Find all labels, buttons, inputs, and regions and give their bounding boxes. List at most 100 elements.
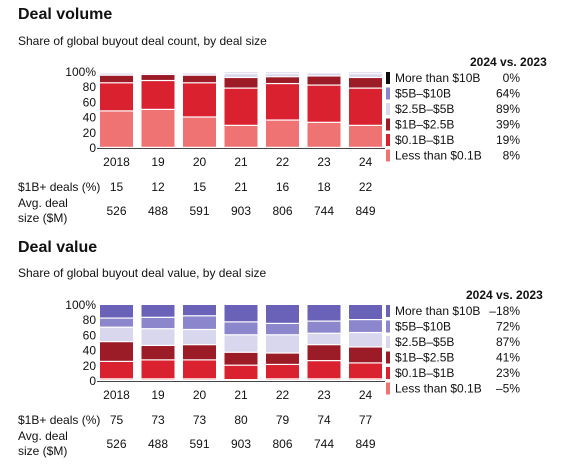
row-value-1b-plus: 15 bbox=[193, 180, 207, 194]
row-value-avg-deal-size: 591 bbox=[189, 437, 209, 451]
x-tick-label: 24 bbox=[359, 388, 373, 402]
legend-swatch bbox=[386, 382, 390, 395]
bar-segment bbox=[183, 83, 216, 117]
y-tick-label: 100% bbox=[65, 65, 96, 79]
bar-segment bbox=[224, 322, 258, 335]
legend-swatch bbox=[386, 305, 390, 317]
x-tick-label: 2018 bbox=[103, 388, 130, 402]
row-value-avg-deal-size: 903 bbox=[231, 437, 251, 451]
x-tick-label: 21 bbox=[234, 155, 248, 169]
bar-segment bbox=[266, 120, 299, 147]
row-value-avg-deal-size: 849 bbox=[355, 437, 375, 451]
bar-segment bbox=[224, 365, 258, 380]
legend-swatch bbox=[386, 134, 390, 146]
x-tick-label: 23 bbox=[317, 388, 331, 402]
legend-label: $1B–$2.5B bbox=[395, 118, 454, 132]
legend-swatch bbox=[386, 149, 390, 162]
bar-segment bbox=[266, 305, 299, 323]
legend-change: –18% bbox=[489, 304, 520, 318]
bar-segment bbox=[224, 74, 258, 77]
legend-change: 89% bbox=[496, 102, 520, 116]
y-tick-label: 20 bbox=[83, 359, 97, 373]
legend-label: $0.1B–$1B bbox=[395, 366, 454, 380]
bar-segment bbox=[224, 305, 258, 322]
y-tick-label: 80 bbox=[83, 313, 97, 327]
bar-segment bbox=[183, 316, 216, 329]
y-tick-label: 20 bbox=[83, 126, 97, 140]
y-tick-label: 0 bbox=[89, 374, 96, 388]
bar-segment bbox=[141, 329, 175, 345]
row-value-1b-plus: 16 bbox=[276, 180, 290, 194]
y-tick-label: 40 bbox=[83, 344, 97, 358]
bar-segment bbox=[100, 318, 133, 327]
legend-label: $5B–$10B bbox=[395, 320, 451, 334]
legend-label: $0.1B–$1B bbox=[395, 133, 454, 147]
x-tick-label: 22 bbox=[276, 155, 290, 169]
bar-segment bbox=[224, 88, 258, 125]
bar-segment bbox=[141, 110, 175, 147]
legend-change: 23% bbox=[496, 366, 520, 380]
bar-segment bbox=[266, 84, 299, 120]
row-label-avg-size: size ($M) bbox=[18, 211, 67, 225]
legend-change: 72% bbox=[496, 320, 520, 334]
bar-segment bbox=[349, 347, 382, 363]
y-tick-label: 0 bbox=[89, 141, 96, 155]
legend-swatch bbox=[386, 367, 390, 379]
bar-segment bbox=[141, 81, 175, 109]
bar-segment bbox=[307, 345, 341, 361]
legend-change: 41% bbox=[496, 351, 520, 365]
x-tick-label: 23 bbox=[317, 155, 331, 169]
chart1-title: Deal volume bbox=[18, 6, 113, 23]
y-tick-label: 80 bbox=[83, 80, 97, 94]
legend-change: 19% bbox=[496, 133, 520, 147]
bar-segment bbox=[183, 117, 216, 147]
legend-label: More than $10B bbox=[395, 71, 480, 85]
row-value-avg-deal-size: 526 bbox=[106, 204, 126, 218]
bar-segment bbox=[224, 352, 258, 365]
bar-segment bbox=[307, 361, 341, 379]
bar-segment bbox=[183, 73, 216, 75]
legend-label: Less than $0.1B bbox=[395, 149, 482, 163]
bar-segment bbox=[266, 77, 299, 83]
bar-segment bbox=[307, 321, 341, 333]
legend-swatch bbox=[386, 87, 390, 100]
bar-segment bbox=[100, 83, 133, 111]
row-value-avg-deal-size: 488 bbox=[148, 204, 168, 218]
bar-segment bbox=[100, 327, 133, 342]
bar-segment bbox=[349, 88, 382, 125]
row-label-1b-plus: $1B+ deals (%) bbox=[18, 413, 100, 427]
bar-segment bbox=[349, 305, 382, 319]
legend-label: More than $10B bbox=[395, 304, 480, 318]
legend-change: 0% bbox=[503, 71, 521, 85]
chart2-comparison-header: 2024 vs. 2023 bbox=[466, 288, 543, 302]
bar-segment bbox=[349, 333, 382, 347]
x-tick-label: 19 bbox=[151, 388, 165, 402]
row-value-avg-deal-size: 903 bbox=[231, 204, 251, 218]
bar-segment bbox=[307, 76, 341, 85]
bar-segment bbox=[183, 360, 216, 379]
x-tick-label: 21 bbox=[234, 388, 248, 402]
bar-segment bbox=[141, 346, 175, 360]
legend-label: $2.5B–$5B bbox=[395, 102, 454, 116]
bar-segment bbox=[349, 74, 382, 77]
row-value-avg-deal-size: 744 bbox=[314, 204, 334, 218]
row-label-avg-deal: Avg. deal bbox=[18, 196, 68, 210]
bar-segment bbox=[100, 73, 133, 75]
bar-segment bbox=[141, 75, 175, 80]
row-value-1b-plus: 22 bbox=[359, 180, 373, 194]
y-tick-label: 60 bbox=[83, 328, 97, 342]
y-tick-label: 40 bbox=[83, 111, 97, 125]
x-tick-label: 2018 bbox=[103, 155, 130, 169]
row-value-1b-plus: 73 bbox=[193, 413, 207, 427]
legend-label: $5B–$10B bbox=[395, 87, 451, 101]
chart1-subtitle: Share of global buyout deal count, by de… bbox=[18, 34, 267, 48]
row-value-avg-deal-size: 744 bbox=[314, 437, 334, 451]
bar-segment bbox=[100, 342, 133, 361]
bar-segment bbox=[100, 305, 133, 318]
bar-segment bbox=[307, 122, 341, 147]
row-value-1b-plus: 77 bbox=[359, 413, 373, 427]
y-tick-label: 100% bbox=[65, 298, 96, 312]
bar-segment bbox=[266, 74, 299, 77]
legend-change: 87% bbox=[496, 335, 520, 349]
